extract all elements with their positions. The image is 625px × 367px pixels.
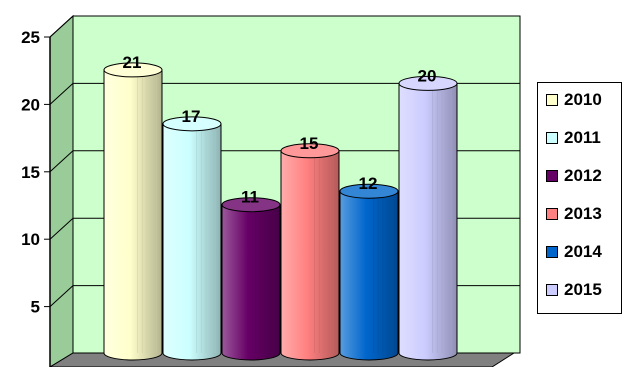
bar-top	[103, 62, 163, 78]
bar-body	[221, 204, 281, 361]
gridline-side	[49, 150, 74, 173]
legend-item-2015: 2015	[546, 279, 602, 301]
bar-2010	[103, 62, 163, 361]
legend-item-2010: 2010	[546, 89, 602, 111]
gridline-side	[49, 15, 74, 38]
y-tick-label: 25	[21, 28, 40, 47]
bar-top	[339, 183, 399, 199]
legend-item-2013: 2013	[546, 203, 602, 225]
bar-top	[162, 116, 222, 132]
bar-body	[162, 123, 222, 361]
legend-label: 2010	[564, 90, 602, 109]
data-label-2010: 21	[123, 53, 142, 72]
bar-2014	[339, 183, 399, 361]
legend-swatch	[546, 208, 558, 220]
legend-label: 2015	[564, 280, 602, 299]
legend-swatch	[546, 284, 558, 296]
legend-label: 2013	[564, 204, 602, 223]
bar-top	[221, 197, 281, 213]
data-label-2012: 11	[241, 188, 259, 207]
legend-label: 2011	[564, 128, 601, 147]
bar-2012	[221, 197, 281, 361]
gridline-side	[49, 83, 74, 105]
y-tick-label: 0	[31, 365, 40, 367]
legend: 2010 2011 2012 2013 2014 2015	[537, 82, 622, 314]
y-axis-ticks: 0 5 10 15 20 25	[21, 28, 51, 367]
y-tick-label: 15	[21, 163, 40, 182]
data-label-2011: 17	[182, 107, 201, 126]
legend-item-2011: 2011	[546, 127, 601, 149]
plot-side-wall	[49, 14, 74, 367]
bar-top	[398, 75, 458, 91]
bar-body	[398, 82, 458, 361]
bar-body	[339, 190, 399, 361]
legend-swatch	[546, 132, 558, 144]
bar-2011	[162, 116, 222, 361]
gridline-side	[49, 217, 74, 240]
gridline-side	[49, 285, 74, 307]
data-label-2015: 20	[418, 66, 437, 85]
bar-body	[280, 150, 340, 361]
data-label-2014: 12	[359, 174, 378, 193]
legend-swatch	[546, 170, 558, 182]
bar-body	[103, 69, 163, 361]
legend-swatch	[546, 94, 558, 106]
y-tick-label: 20	[21, 95, 40, 114]
legend-swatch	[546, 246, 558, 258]
legend-label: 2012	[564, 166, 602, 185]
bars	[103, 62, 458, 361]
data-labels: 21 17 11 15 12 20	[123, 53, 437, 207]
bar-top	[280, 143, 340, 159]
legend-item-2014: 2014	[546, 241, 602, 263]
y-tick-label: 10	[21, 230, 40, 249]
bar-2013	[280, 143, 340, 361]
data-label-2013: 15	[300, 134, 319, 153]
y-tick-label: 5	[31, 298, 40, 317]
bar-2015	[398, 75, 458, 361]
legend-item-2012: 2012	[546, 165, 602, 187]
legend-label: 2014	[564, 242, 602, 261]
